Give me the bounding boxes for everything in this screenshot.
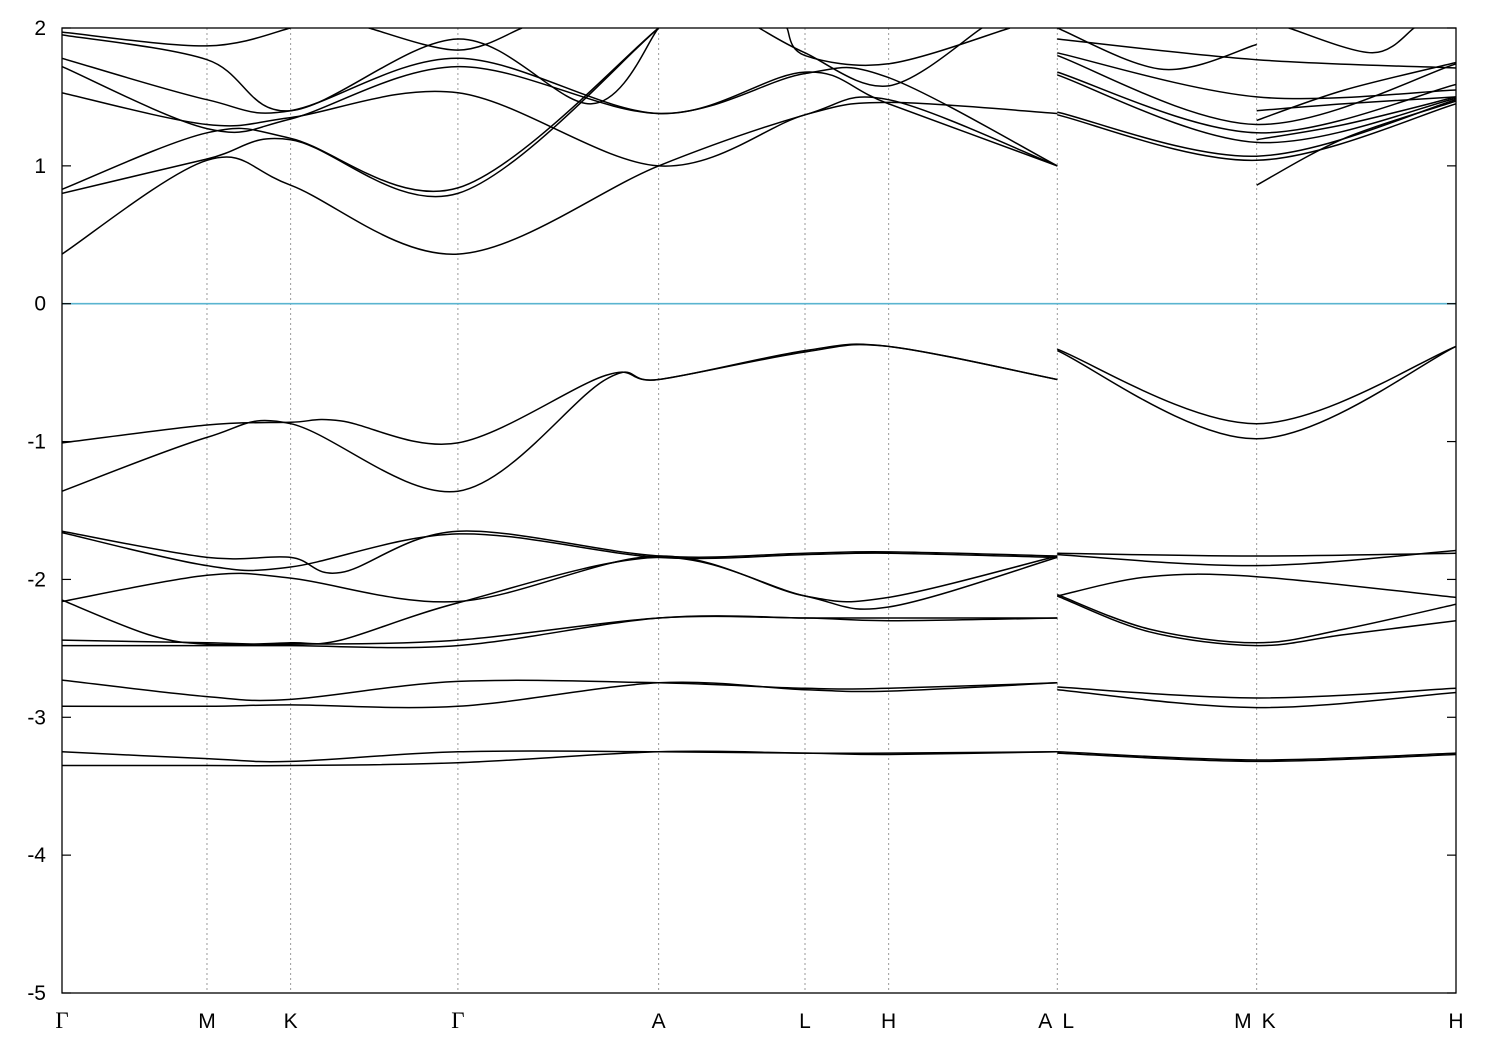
band-line <box>62 343 1058 445</box>
band-line <box>1057 54 1456 126</box>
band-line <box>1057 593 1456 644</box>
band-line <box>62 530 1058 574</box>
band-line <box>62 96 1058 255</box>
band-line <box>62 57 1058 167</box>
kpoint-label: M <box>198 1010 216 1033</box>
y-tick-label: 1 <box>34 155 46 178</box>
band-line <box>1057 752 1456 763</box>
band-line <box>62 615 1058 646</box>
kpoint-label: M <box>1234 1010 1252 1033</box>
band-line <box>62 28 291 47</box>
band-line <box>786 28 1011 67</box>
grid-lines <box>206 28 1258 993</box>
band-line <box>62 679 1058 702</box>
y-tick-label: -1 <box>27 431 46 454</box>
kpoint-label: A <box>1038 1010 1052 1033</box>
band-line <box>1057 688 1456 709</box>
band-line <box>62 28 660 193</box>
kpoint-label: K <box>284 1010 298 1033</box>
y-tick-label: -5 <box>27 982 46 1005</box>
band-line <box>1057 345 1456 425</box>
band-lines <box>62 28 1456 767</box>
kpoint-label: Γ <box>451 1008 464 1033</box>
band-line <box>1057 686 1456 699</box>
band-line <box>62 750 1058 763</box>
band-line <box>1057 38 1456 69</box>
band-line <box>62 615 1058 649</box>
y-tick-label: 2 <box>34 17 46 40</box>
kpoint-label: H <box>1448 1010 1463 1033</box>
band-line <box>1057 28 1257 71</box>
kpoint-label: Γ <box>55 1008 68 1033</box>
kpoint-label: A <box>652 1010 666 1033</box>
band-line <box>1057 549 1456 567</box>
band-line <box>62 65 1058 167</box>
band-line <box>62 681 1058 709</box>
y-tick-label: 0 <box>34 293 46 316</box>
band-line <box>1056 345 1456 440</box>
band-line <box>758 28 983 87</box>
band-line <box>1256 96 1456 112</box>
band-line <box>62 90 1058 167</box>
y-axis: 2 1 0 -1 -2 -3 -4 -5 <box>27 17 1456 1005</box>
band-line <box>1256 100 1456 186</box>
band-line <box>1288 28 1415 54</box>
kpoint-label: H <box>881 1010 896 1033</box>
band-line <box>1256 96 1456 141</box>
band-line <box>1057 552 1456 557</box>
y-tick-label: -4 <box>27 844 46 867</box>
band-line <box>1057 573 1456 599</box>
band-line <box>62 555 1058 603</box>
band-line <box>1057 751 1456 761</box>
band-line <box>62 556 1058 646</box>
band-line <box>62 343 1058 493</box>
plot-frame <box>61 27 1457 994</box>
y-tick-label: -3 <box>27 706 46 729</box>
kpoint-label: L <box>1062 1010 1074 1033</box>
band-line <box>368 28 523 51</box>
band-line <box>62 28 660 112</box>
y-tick-label: -2 <box>27 568 46 591</box>
band-line <box>1057 595 1456 647</box>
band-line <box>1057 103 1456 162</box>
band-line <box>1057 52 1456 100</box>
band-line <box>1256 61 1456 122</box>
kpoint-label: L <box>799 1010 811 1033</box>
band-line <box>62 28 660 198</box>
band-line <box>62 531 1058 572</box>
band-line <box>62 750 1058 767</box>
kpoint-label: K <box>1262 1010 1276 1033</box>
band-line <box>1057 74 1456 144</box>
